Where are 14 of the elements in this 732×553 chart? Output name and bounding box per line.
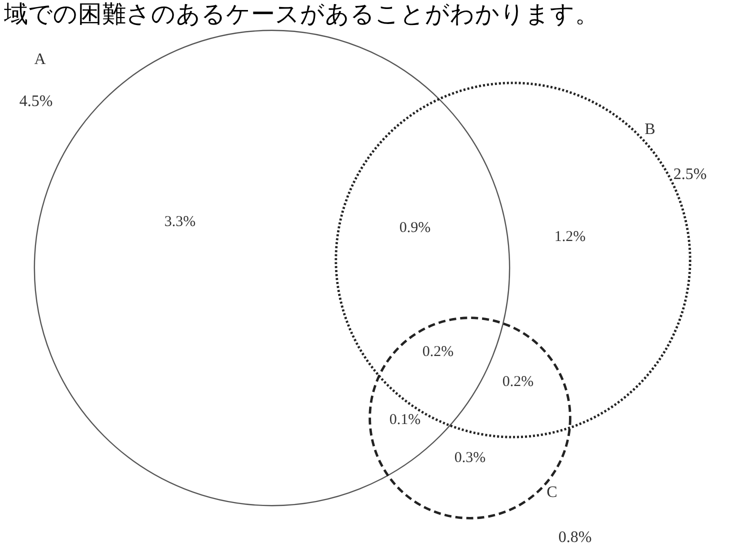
text: 0.9%: [399, 220, 431, 236]
text: 3.3%: [164, 214, 196, 230]
text: 0.2%: [422, 344, 454, 360]
text: 0.3%: [454, 450, 486, 466]
text: 0.1%: [389, 412, 421, 428]
text: 1.2%: [554, 228, 586, 245]
legend-label: B: [644, 121, 656, 138]
text: 0.2%: [502, 374, 534, 390]
legend-label: A: [34, 51, 46, 68]
data-label: 0.8%: [558, 529, 592, 546]
text: 域での困難さのあるケースがあることがわかります。: [3, 0, 599, 28]
legend-label: C: [546, 484, 558, 502]
data-label: 2.5%: [673, 166, 707, 184]
data-label: 4.5%: [19, 93, 53, 110]
